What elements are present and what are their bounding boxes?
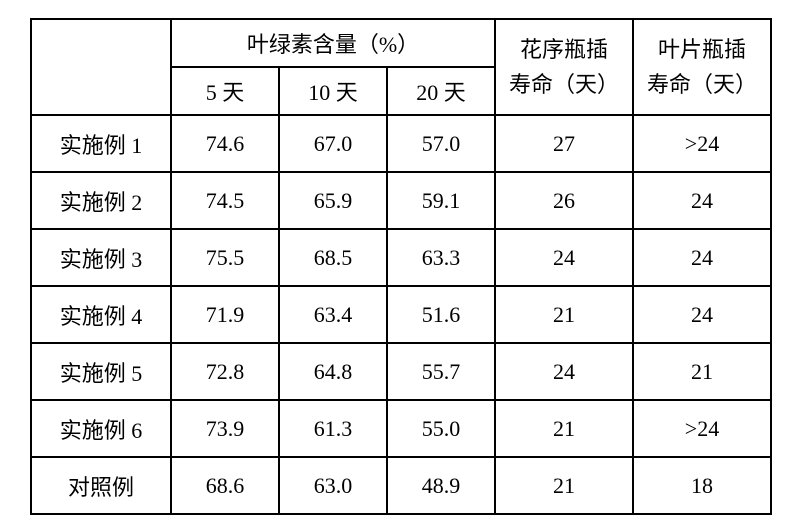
cell-inflorescence: 27 <box>495 115 633 172</box>
cell-d20: 48.9 <box>387 457 495 514</box>
cell-d10: 67.0 <box>279 115 387 172</box>
cell-d20: 55.7 <box>387 343 495 400</box>
cell-leaf: 24 <box>633 172 771 229</box>
cell-d5: 72.8 <box>171 343 279 400</box>
cell-leaf: 21 <box>633 343 771 400</box>
header-inflorescence-life: 花序瓶插 寿命（天） <box>495 19 633 115</box>
header-inflorescence-line2: 寿命（天） <box>496 67 632 102</box>
header-blank <box>31 19 171 115</box>
table-row: 实施例 4 71.9 63.4 51.6 21 24 <box>31 286 771 343</box>
row-label: 对照例 <box>31 457 171 514</box>
header-5-days: 5 天 <box>171 67 279 115</box>
header-inflorescence-line1: 花序瓶插 <box>496 32 632 67</box>
header-10-days: 10 天 <box>279 67 387 115</box>
header-chlorophyll-group: 叶绿素含量（%） <box>171 19 495 67</box>
cell-d5: 75.5 <box>171 229 279 286</box>
cell-inflorescence: 21 <box>495 457 633 514</box>
header-leaf-life: 叶片瓶插 寿命（天） <box>633 19 771 115</box>
cell-inflorescence: 21 <box>495 400 633 457</box>
table-row: 实施例 6 73.9 61.3 55.0 21 >24 <box>31 400 771 457</box>
cell-leaf: >24 <box>633 400 771 457</box>
table-row: 实施例 1 74.6 67.0 57.0 27 >24 <box>31 115 771 172</box>
cell-inflorescence: 21 <box>495 286 633 343</box>
cell-leaf: 24 <box>633 286 771 343</box>
table-row: 实施例 2 74.5 65.9 59.1 26 24 <box>31 172 771 229</box>
header-20-days: 20 天 <box>387 67 495 115</box>
cell-d20: 51.6 <box>387 286 495 343</box>
header-leaf-line1: 叶片瓶插 <box>634 32 770 67</box>
cell-d10: 64.8 <box>279 343 387 400</box>
cell-d10: 68.5 <box>279 229 387 286</box>
table-row: 对照例 68.6 63.0 48.9 21 18 <box>31 457 771 514</box>
cell-d5: 73.9 <box>171 400 279 457</box>
row-label: 实施例 5 <box>31 343 171 400</box>
data-table: 叶绿素含量（%） 花序瓶插 寿命（天） 叶片瓶插 寿命（天） 5 天 10 天 … <box>30 18 772 515</box>
cell-d5: 74.6 <box>171 115 279 172</box>
cell-d20: 55.0 <box>387 400 495 457</box>
cell-d5: 74.5 <box>171 172 279 229</box>
header-leaf-line2: 寿命（天） <box>634 67 770 102</box>
cell-d20: 59.1 <box>387 172 495 229</box>
row-label: 实施例 1 <box>31 115 171 172</box>
cell-d10: 65.9 <box>279 172 387 229</box>
cell-d10: 63.0 <box>279 457 387 514</box>
cell-leaf: >24 <box>633 115 771 172</box>
row-label: 实施例 4 <box>31 286 171 343</box>
cell-d20: 63.3 <box>387 229 495 286</box>
cell-leaf: 24 <box>633 229 771 286</box>
cell-d20: 57.0 <box>387 115 495 172</box>
cell-d5: 71.9 <box>171 286 279 343</box>
table-row: 实施例 5 72.8 64.8 55.7 24 21 <box>31 343 771 400</box>
cell-d5: 68.6 <box>171 457 279 514</box>
cell-d10: 61.3 <box>279 400 387 457</box>
table-header-row-1: 叶绿素含量（%） 花序瓶插 寿命（天） 叶片瓶插 寿命（天） <box>31 19 771 67</box>
cell-inflorescence: 26 <box>495 172 633 229</box>
cell-inflorescence: 24 <box>495 229 633 286</box>
table-row: 实施例 3 75.5 68.5 63.3 24 24 <box>31 229 771 286</box>
row-label: 实施例 3 <box>31 229 171 286</box>
page: 叶绿素含量（%） 花序瓶插 寿命（天） 叶片瓶插 寿命（天） 5 天 10 天 … <box>0 0 800 523</box>
cell-leaf: 18 <box>633 457 771 514</box>
row-label: 实施例 2 <box>31 172 171 229</box>
row-label: 实施例 6 <box>31 400 171 457</box>
cell-inflorescence: 24 <box>495 343 633 400</box>
cell-d10: 63.4 <box>279 286 387 343</box>
